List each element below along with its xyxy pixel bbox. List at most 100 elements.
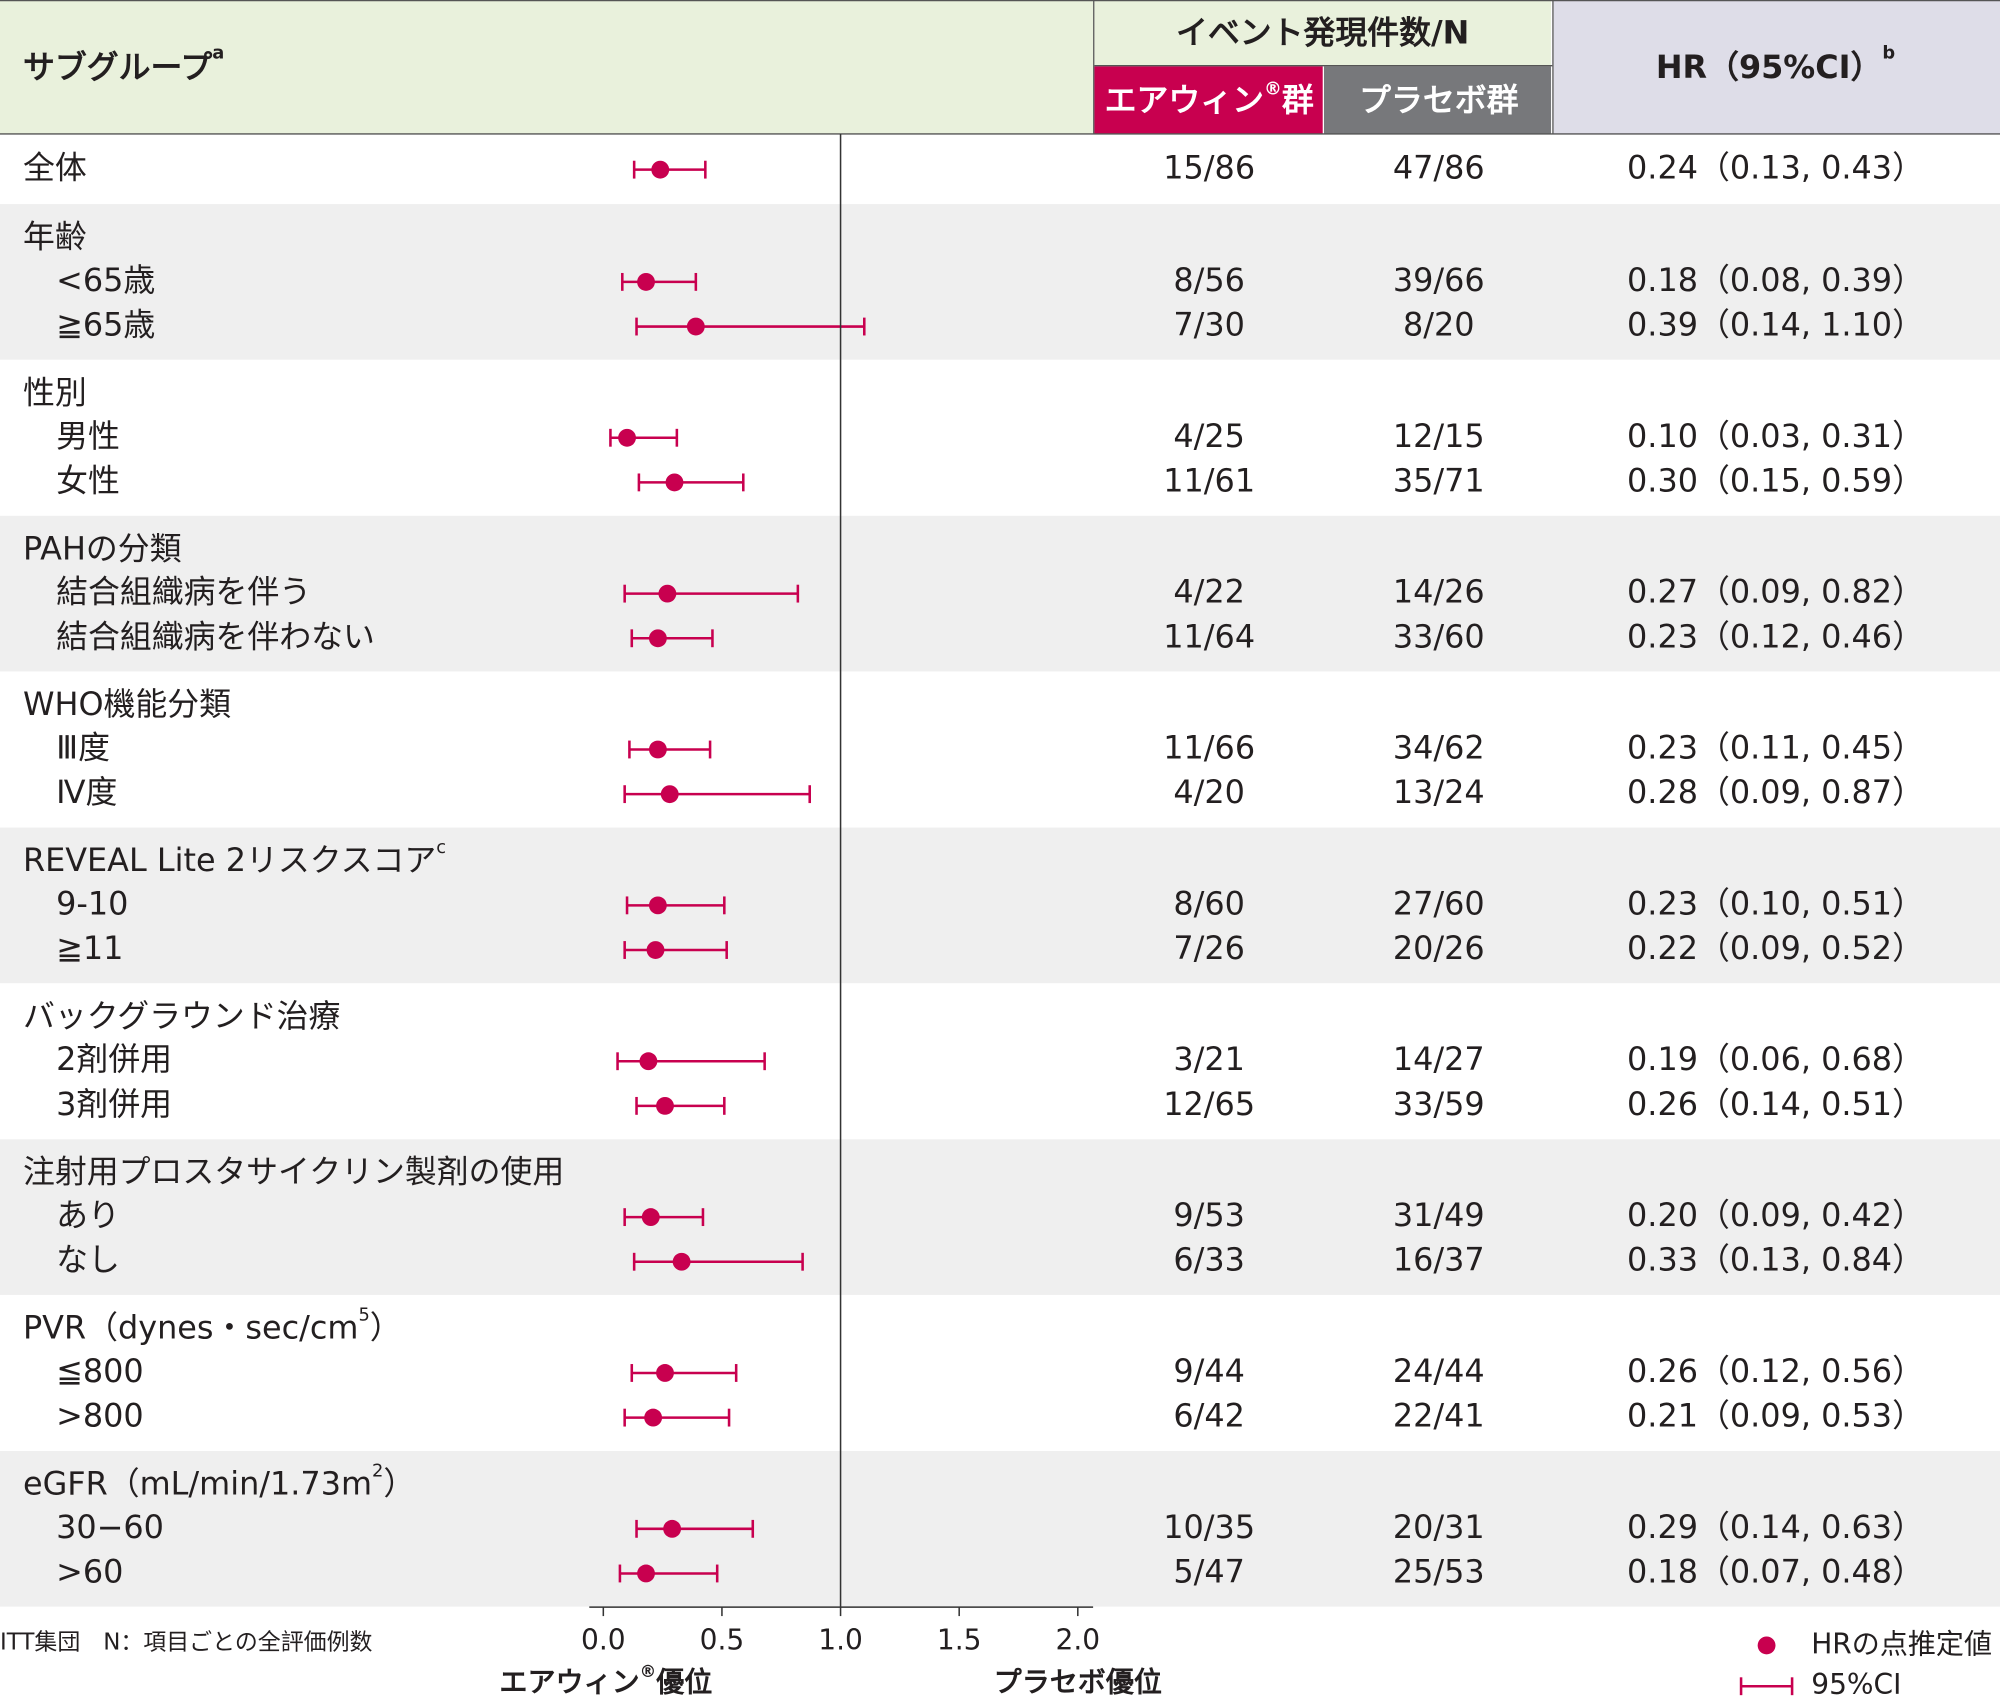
hr-label: 0.29（0.14, 0.63） (1627, 1508, 1924, 1546)
group-name: PVR（dynes・sec/cm (23, 1309, 359, 1347)
row-label: >60 (56, 1552, 123, 1590)
group-label: 年齢 (23, 218, 87, 256)
row-label: >800 (56, 1397, 144, 1435)
hr-label: 0.26（0.12, 0.56） (1627, 1352, 1924, 1390)
row-label: なし (56, 1241, 120, 1279)
header-hr: HR（95%CI）b (1656, 43, 1895, 86)
hr-point (663, 1519, 682, 1538)
group-band (0, 204, 2000, 360)
hr-label: 0.27（0.09, 0.82） (1627, 573, 1924, 611)
group-band (0, 515, 2000, 672)
arm1-events: 4/20 (1173, 773, 1245, 811)
row-label: 結合組織病を伴う (56, 573, 311, 611)
arm2-events: 25/53 (1393, 1552, 1485, 1590)
arm2-events: 33/59 (1393, 1085, 1485, 1123)
header-events: イベント発現件数/N (1176, 13, 1469, 51)
arm1-events: 3/21 (1173, 1040, 1245, 1078)
hr-point (641, 1208, 660, 1227)
header-arm1-text: エアウィン®群 (1105, 78, 1314, 119)
arm1-events: 12/65 (1163, 1085, 1255, 1123)
hr-point (656, 1096, 674, 1115)
row-label: 30−60 (56, 1508, 164, 1546)
hr-label: 0.26（0.14, 0.51） (1627, 1085, 1924, 1123)
label: 優位 (655, 1666, 712, 1699)
hr-point (648, 896, 667, 915)
x-tick-label: 0.5 (700, 1624, 745, 1657)
arm2-events: 24/44 (1393, 1352, 1485, 1390)
group-label: 注射用プロスタサイクリン製剤の使用 (23, 1153, 564, 1191)
group-name: WHO機能分類 (23, 685, 231, 723)
superscript: 2 (372, 1460, 383, 1481)
group-label: PVR（dynes・sec/cm5） (23, 1305, 402, 1347)
header-text: 群 (1282, 81, 1314, 119)
hr-point (686, 317, 705, 336)
hr-label: 0.18（0.08, 0.39） (1627, 261, 1924, 299)
arm2-events: 27/60 (1393, 884, 1485, 922)
hr-point (672, 1252, 691, 1271)
hr-point (637, 272, 655, 291)
group-name-end: ） (383, 1464, 415, 1502)
row-label: ≧65歳 (56, 306, 155, 344)
arm1-events: 11/61 (1163, 461, 1255, 499)
mark: ® (1264, 78, 1282, 99)
arm1-events: 10/35 (1163, 1508, 1255, 1546)
header-bg (1094, 0, 1552, 66)
arm1-events: 6/33 (1173, 1241, 1245, 1279)
row-label: 男性 (56, 417, 120, 455)
arm2-events: 20/31 (1393, 1508, 1485, 1546)
arm1-events: 6/42 (1173, 1397, 1245, 1435)
arm1-events: 15/86 (1163, 149, 1255, 187)
arm1-events: 4/22 (1173, 573, 1245, 611)
arm1-events: 7/30 (1173, 306, 1245, 344)
x-tick-label: 2.0 (1056, 1624, 1101, 1657)
hr-label: 0.28（0.09, 0.87） (1627, 773, 1924, 811)
arm2-events: 22/41 (1393, 1397, 1485, 1435)
hr-point (648, 629, 667, 648)
hr-point (665, 473, 684, 492)
arm2-events: 13/24 (1393, 773, 1485, 811)
hr-point (618, 428, 636, 447)
superscript: c (436, 837, 446, 858)
arm2-events: 31/49 (1393, 1196, 1485, 1234)
header-text: HR（95%CI） (1656, 48, 1883, 86)
row-label: あり (56, 1196, 120, 1234)
x-tick-label: 1.0 (818, 1624, 863, 1657)
row-label: ≦800 (56, 1352, 144, 1390)
group-name: 年齢 (23, 218, 87, 256)
arm2-events: 35/71 (1393, 461, 1485, 499)
header-bg (0, 0, 1094, 134)
note: b (1882, 43, 1895, 64)
legend-label: 95%CI (1811, 1668, 1901, 1699)
arm2-events: 33/60 (1393, 617, 1485, 655)
arm1-events: 9/44 (1173, 1352, 1245, 1390)
group-name: 注射用プロスタサイクリン製剤の使用 (23, 1153, 564, 1191)
row-label: 全体 (23, 149, 87, 187)
mark: ® (640, 1662, 657, 1681)
x-right-label: プラセボ優位 (994, 1666, 1162, 1699)
header-bg (1553, 0, 2000, 134)
arm1-events: 9/53 (1173, 1196, 1245, 1234)
row-label: 2剤併用 (56, 1040, 172, 1078)
footnote: ITT集団 N：項目ごとの全評価例数 (0, 1629, 373, 1655)
hr-label: 0.18（0.07, 0.48） (1627, 1552, 1924, 1590)
hr-label: 0.23（0.11, 0.45） (1627, 728, 1924, 766)
group-label: WHO機能分類 (23, 685, 231, 723)
arm1-events: 8/60 (1173, 884, 1245, 922)
row-label: Ⅳ度 (56, 773, 117, 811)
row-label: 3剤併用 (56, 1085, 172, 1123)
header-arm2 (1323, 66, 1552, 134)
arm1-events: 5/47 (1173, 1552, 1245, 1590)
arm2-events: 20/26 (1393, 929, 1485, 967)
header-arm2-text: プラセボ群 (1359, 81, 1518, 119)
hr-label: 0.30（0.15, 0.59） (1627, 461, 1924, 499)
arm1-events: 11/64 (1163, 617, 1255, 655)
arm2-events: 39/66 (1393, 261, 1485, 299)
row-label: 女性 (56, 461, 120, 499)
arm1-events: 11/66 (1163, 728, 1255, 766)
hr-point (651, 160, 670, 179)
hr-point (637, 1564, 655, 1583)
header-subgroup: サブグループa (23, 43, 224, 86)
hr-label: 0.22（0.09, 0.52） (1627, 929, 1924, 967)
header-text: サブグループ (23, 48, 212, 86)
